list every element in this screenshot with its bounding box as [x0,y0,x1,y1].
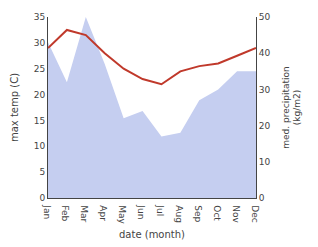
svg-text:35: 35 [34,12,45,22]
svg-text:40: 40 [259,48,271,58]
svg-text:Jun: Jun [136,204,146,219]
svg-text:Oct: Oct [212,205,222,221]
svg-text:Jan: Jan [42,204,52,219]
svg-text:Dec: Dec [250,205,260,222]
svg-text:Mar: Mar [79,205,89,222]
svg-text:med. precipitation(kg/m2): med. precipitation(kg/m2) [281,66,303,148]
svg-text:50: 50 [259,12,271,22]
svg-text:25: 25 [34,64,45,74]
svg-text:Jul: Jul [155,204,165,216]
svg-text:5: 5 [39,167,45,177]
svg-text:10: 10 [34,141,46,151]
svg-text:30: 30 [34,38,46,48]
svg-text:15: 15 [34,116,45,126]
svg-text:Aug: Aug [174,205,184,223]
svg-text:30: 30 [259,85,271,95]
svg-text:20: 20 [259,121,271,131]
svg-text:0: 0 [39,193,45,203]
svg-text:Apr: Apr [98,205,108,221]
svg-text:max temp (C): max temp (C) [9,73,20,142]
svg-text:20: 20 [34,90,46,100]
svg-text:0: 0 [259,193,265,203]
svg-text:May: May [117,205,127,224]
svg-text:Nov: Nov [231,205,241,223]
svg-text:Sep: Sep [193,205,203,222]
svg-text:Feb: Feb [60,205,70,221]
svg-text:date (month): date (month) [119,229,185,240]
svg-text:10: 10 [259,157,271,167]
